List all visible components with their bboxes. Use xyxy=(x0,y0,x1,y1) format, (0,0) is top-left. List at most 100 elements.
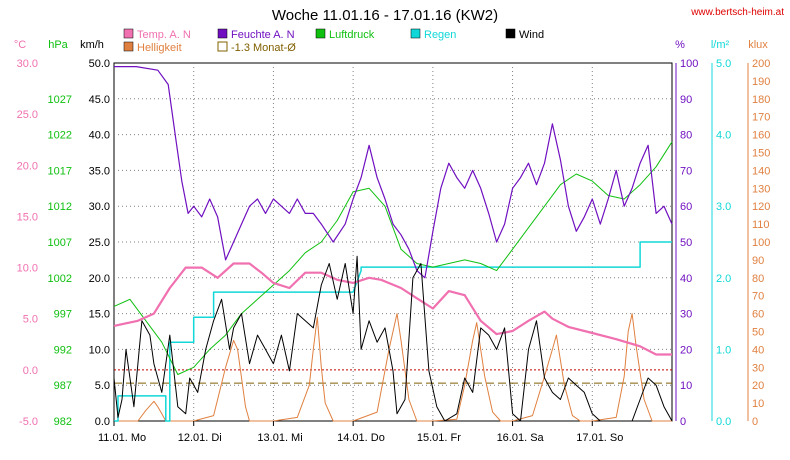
tick-label-brightness: 130 xyxy=(752,183,770,195)
tick-label-brightness: 160 xyxy=(752,130,770,142)
legend-swatch-humidity xyxy=(217,28,228,39)
tick-label-brightness: 20 xyxy=(752,380,764,392)
x-tick-label: 13.01. Mi xyxy=(257,432,302,444)
tick-label-wind: 30.0 xyxy=(89,201,110,213)
series-line-brightness xyxy=(114,313,672,422)
tick-label-pressure: 997 xyxy=(54,309,72,321)
legend-label-temp: Temp. A. N xyxy=(137,29,191,41)
axis-unit-brightness: klux xyxy=(748,39,768,51)
tick-label-pressure: 1027 xyxy=(48,94,72,106)
tick-label-pressure: 987 xyxy=(54,380,72,392)
tick-label-humidity: 60 xyxy=(680,201,692,213)
legend-label-humidity: Feuchte A. N xyxy=(231,29,295,41)
tick-label-rain: 1.0 xyxy=(716,344,731,356)
tick-label-humidity: 40 xyxy=(680,273,692,285)
tick-label-humidity: 20 xyxy=(680,344,692,356)
tick-label-brightness: 0 xyxy=(752,416,758,428)
series-line-temp xyxy=(113,262,672,356)
legend-swatch-pressure xyxy=(315,28,326,39)
x-tick-label: 12.01. Di xyxy=(178,432,222,444)
tick-label-pressure: 1022 xyxy=(48,130,72,142)
legend-swatch-brightness xyxy=(123,41,134,52)
series-layer xyxy=(113,65,673,422)
tick-label-brightness: 150 xyxy=(752,148,770,160)
tick-label-rain: 4.0 xyxy=(716,130,731,142)
tick-label-wind: 50.0 xyxy=(89,58,110,70)
tick-label-wind: 15.0 xyxy=(89,309,110,321)
series-line-humidity xyxy=(114,65,673,279)
tick-label-wind: 5.0 xyxy=(95,380,110,392)
chart-title: Woche 11.01.16 - 17.01.16 (KW2) xyxy=(272,7,498,24)
tick-label-temp: 30.0 xyxy=(17,58,38,70)
x-tick-label: 11.01. Mo xyxy=(98,432,146,444)
tick-label-wind: 35.0 xyxy=(89,165,110,177)
tick-label-brightness: 70 xyxy=(752,291,764,303)
tick-label-temp: 0.0 xyxy=(23,365,38,377)
tick-label-brightness: 50 xyxy=(752,327,764,339)
axis-unit-humidity: % xyxy=(675,39,685,51)
legend: Temp. A. N Feuchte A. N Luftdruck Regen Wind… xyxy=(123,28,544,54)
tick-label-brightness: 60 xyxy=(752,309,764,321)
tick-label-brightness: 40 xyxy=(752,344,764,356)
tick-label-wind: 45.0 xyxy=(89,94,110,106)
tick-label-temp: 25.0 xyxy=(17,109,38,121)
tick-label-brightness: 110 xyxy=(752,219,770,231)
tick-label-humidity: 10 xyxy=(680,380,692,392)
website-label: www.bertsch-heim.at xyxy=(690,7,784,18)
tick-label-temp: 20.0 xyxy=(17,160,38,172)
legend-label-monthly_avg: -1.3 Monat-Ø xyxy=(231,42,296,54)
tick-label-rain: 0.0 xyxy=(716,416,731,428)
tick-label-brightness: 140 xyxy=(752,165,770,177)
tick-label-brightness: 200 xyxy=(752,58,770,70)
axis-units: °C hPa km/h% l/m² klux xyxy=(14,39,768,51)
x-tick-label: 17.01. So xyxy=(576,432,623,444)
tick-label-rain: 3.0 xyxy=(716,201,731,213)
tick-label-humidity: 0 xyxy=(680,416,686,428)
tick-label-pressure: 1007 xyxy=(48,237,72,249)
tick-label-wind: 0.0 xyxy=(95,416,110,428)
tick-label-pressure: 1012 xyxy=(48,201,72,213)
tick-label-humidity: 50 xyxy=(680,237,692,249)
tick-label-temp: 10.0 xyxy=(17,263,38,275)
tick-label-wind: 40.0 xyxy=(89,130,110,142)
tick-label-pressure: 1017 xyxy=(48,165,72,177)
tick-label-brightness: 80 xyxy=(752,273,764,285)
tick-label-brightness: 90 xyxy=(752,255,764,267)
tick-label-humidity: 100 xyxy=(680,58,698,70)
plot-frame xyxy=(113,62,673,422)
tick-label-temp: 5.0 xyxy=(23,314,38,326)
tick-label-humidity: 80 xyxy=(680,130,692,142)
series-line-wind xyxy=(113,255,673,422)
tick-label-temp: -5.0 xyxy=(19,416,38,428)
tick-label-brightness: 30 xyxy=(752,362,764,374)
tick-label-pressure: 982 xyxy=(54,416,72,428)
axis-ticks: 30.0 25.0 20.0 15.0 10.0 5.0 0.0 -5.0 1027 1022 10… xyxy=(17,58,771,428)
legend-swatch-monthly_avg xyxy=(217,41,228,52)
series-line-pressure xyxy=(113,141,673,375)
legend-swatch-rain xyxy=(410,28,421,39)
tick-label-humidity: 30 xyxy=(680,309,692,321)
legend-label-brightness: Helligkeit xyxy=(137,42,182,54)
series-line-rain xyxy=(114,241,672,422)
tick-label-brightness: 190 xyxy=(752,76,770,88)
x-tick-label: 14.01. Do xyxy=(337,432,385,444)
x-tick-label: 16.01. Sa xyxy=(497,432,545,444)
tick-label-brightness: 10 xyxy=(752,398,764,410)
tick-label-wind: 20.0 xyxy=(89,273,110,285)
axis-unit-rain: l/m² xyxy=(711,39,730,51)
tick-label-pressure: 992 xyxy=(54,344,72,356)
grid xyxy=(114,63,672,421)
tick-label-wind: 10.0 xyxy=(89,344,110,356)
x-axis-ticks: 11.01. Mo 12.01. Di 13.01. Mi 14.01. Do 15.0… xyxy=(98,421,623,444)
tick-label-wind: 25.0 xyxy=(89,237,110,249)
tick-label-rain: 2.0 xyxy=(716,273,731,285)
tick-label-pressure: 1002 xyxy=(48,273,72,285)
legend-swatch-wind xyxy=(505,28,516,39)
tick-label-brightness: 180 xyxy=(752,94,770,106)
tick-label-brightness: 170 xyxy=(752,112,770,124)
axis-unit-pressure: hPa xyxy=(48,39,68,51)
x-tick-label: 15.01. Fr xyxy=(417,432,461,444)
tick-label-humidity: 90 xyxy=(680,94,692,106)
legend-label-pressure: Luftdruck xyxy=(329,29,375,41)
